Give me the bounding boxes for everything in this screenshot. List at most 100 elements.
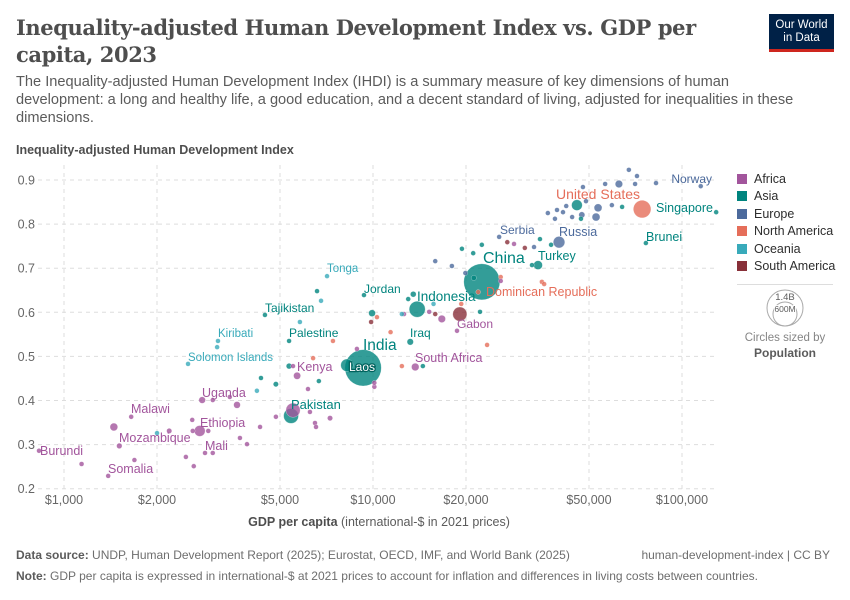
data-point [399,311,405,317]
data-point [354,346,360,352]
data-point [368,319,374,325]
data-label: Mozambique [119,431,191,445]
legend-label: South America [754,259,836,274]
data-point [210,397,216,403]
data-point [548,242,554,248]
data-point [237,435,243,441]
data-point [459,246,465,252]
data-label: Singapore [656,201,713,215]
data-point [131,457,138,463]
size-legend-small-label: 600M [774,304,795,314]
data-point-norway [698,183,704,189]
data-point-malawi [128,414,134,420]
data-point-mozambique [116,442,123,449]
data-label: Somalia [108,462,153,476]
owid-logo[interactable]: Our World in Data [769,14,834,52]
data-point [560,209,566,215]
data-point-dominican-republic [475,289,481,295]
data-point-kiribati [215,338,221,344]
legend-label: Africa [754,171,786,186]
data-point [529,262,535,268]
data-point [244,441,250,447]
data-point [552,216,558,222]
data-point [470,275,477,281]
data-point [399,363,405,369]
data-point [109,422,118,432]
data-label: Tonga [327,263,359,275]
data-point [330,338,336,344]
x-tick-label: $10,000 [350,493,395,507]
data-point [307,409,313,415]
size-legend-variable[interactable]: Population [754,346,816,360]
legend-label: Europe [754,206,795,221]
data-label: South Africa [415,351,482,365]
data-point [531,244,537,250]
legend-label: North America [754,224,834,239]
data-point [371,380,377,386]
legend-item-africa[interactable]: Africa [737,170,835,188]
data-label: Norway [671,172,712,186]
size-legend: 1.4B 600M [766,289,804,327]
legend-item-south-america[interactable]: South America [737,258,835,276]
data-point [290,363,296,369]
legend-swatch [737,173,747,184]
legend-swatch [737,191,747,202]
data-label: Kenya [297,360,332,374]
legend-item-europe[interactable]: Europe [737,205,835,223]
data-point-iraq [406,338,414,346]
chart-slug[interactable]: human-development-index | CC BY [641,548,830,562]
region-legend: Africa Asia Europe North America Oceania Sout… [737,170,835,275]
source-text[interactable]: UNDP, Human Development Report (2025); E… [92,548,570,562]
y-tick-label: 0.7 [18,262,35,276]
data-point [591,212,601,222]
data-point-laos [356,366,362,373]
data-label: United States [556,186,640,202]
legend-item-oceania[interactable]: Oceania [737,240,835,258]
data-point [410,291,417,298]
y-tick-label: 0.9 [18,174,35,188]
data-label: Kiribati [218,328,253,340]
data-label: Russia [559,225,597,239]
data-point [545,210,551,216]
data-point [166,428,173,434]
size-legend-large-label: 1.4B [775,292,795,303]
legend-swatch [737,208,747,219]
legend-swatch [737,261,747,272]
data-point [327,415,333,422]
x-tick-label: $100,000 [656,493,708,507]
data-point [191,463,197,469]
data-point [458,301,464,307]
data-point [430,301,437,307]
data-label: Pakistan [291,397,341,412]
data-label: Gabon [457,317,493,331]
data-point [619,204,625,210]
data-point [426,309,432,315]
x-tick-label: $20,000 [443,493,488,507]
data-label: Mali [205,439,228,453]
x-axis-title-unit: (international-$ in 2021 prices) [341,515,510,529]
data-label: Laos [349,360,375,374]
data-point-brunei [643,240,649,246]
data-point [593,203,603,212]
x-axis-title-bold: GDP per capita [248,515,338,529]
x-axis-title: GDP per capita (international-$ in 2021 … [0,515,758,529]
data-point [578,216,584,222]
data-point-singapore [713,209,719,215]
legend-item-asia[interactable]: Asia [737,188,835,206]
data-label: Iraq [410,326,431,340]
data-label: Serbia [500,223,535,237]
data-point [470,250,476,256]
data-point [432,258,438,264]
data-point [609,202,615,208]
legend-item-north-america[interactable]: North America [737,223,835,241]
data-point [316,378,322,384]
data-label: Ethiopia [200,416,245,430]
data-point-somalia [105,473,111,479]
y-axis-title: Inequality-adjusted Human Development In… [16,143,294,157]
legend-divider [737,284,833,285]
data-point [258,375,264,381]
data-point [154,430,160,436]
y-tick-label: 0.5 [18,350,35,364]
data-point [632,181,638,187]
chart-title: Inequality-adjusted Human Development In… [16,15,696,67]
